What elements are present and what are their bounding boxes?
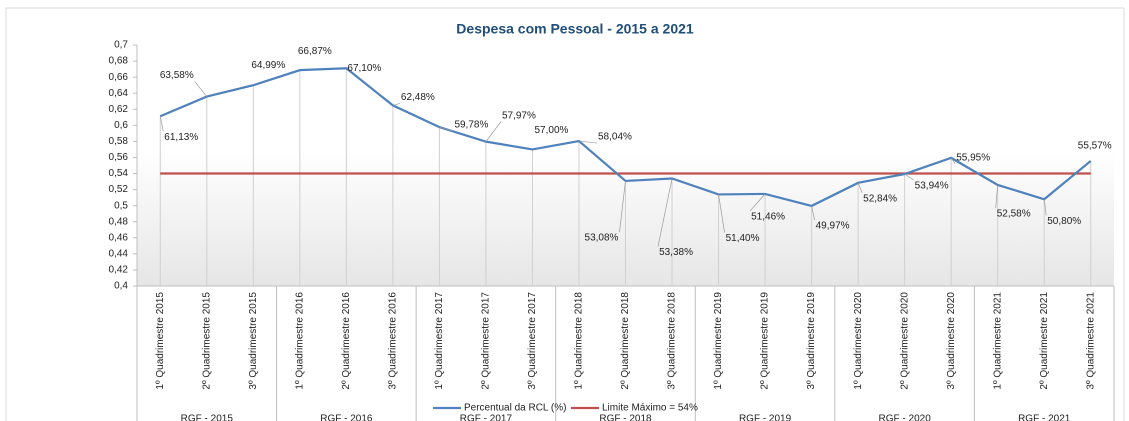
x-tick-label: 2º Quadrimestre 2019 xyxy=(760,292,771,390)
leader-line xyxy=(950,157,956,165)
x-tick-label: 2º Quadrimestre 2015 xyxy=(201,292,212,390)
data-label: 55,57% xyxy=(1078,141,1112,152)
y-tick-label: 0,62 xyxy=(109,104,129,115)
y-tick-label: 0,56 xyxy=(109,152,129,163)
y-tick-label: 0,54 xyxy=(109,168,129,179)
x-tick-label: 2º Quadrimestre 2020 xyxy=(899,292,910,390)
data-label: 52,58% xyxy=(997,209,1031,220)
data-label: 53,08% xyxy=(585,233,619,244)
leader-line xyxy=(749,193,766,212)
data-label: 50,80% xyxy=(1047,216,1081,227)
y-tick-label: 0,42 xyxy=(109,265,129,276)
x-tick-label: 3º Quadrimestre 2021 xyxy=(1085,292,1096,390)
data-label: 66,87% xyxy=(298,46,332,57)
y-tick-label: 0,68 xyxy=(109,56,129,67)
x-tick-label: 1º Quadrimestre 2020 xyxy=(853,292,864,390)
leader-line xyxy=(578,140,598,144)
data-label: 63,58% xyxy=(160,70,194,81)
group-label: RGF - 2021 xyxy=(1018,414,1071,421)
group-label: RGF - 2018 xyxy=(599,414,652,421)
leader-line xyxy=(811,205,815,220)
x-tick-label: 3º Quadrimestre 2019 xyxy=(806,292,817,390)
x-tick-label: 3º Quadrimestre 2015 xyxy=(248,292,259,390)
y-tick-label: 0,46 xyxy=(109,232,129,243)
y-tick-label: 0,4 xyxy=(114,281,128,292)
y-tick-label: 0,48 xyxy=(109,216,129,227)
data-label: 53,94% xyxy=(915,181,949,192)
chart-title: Despesa com Pessoal - 2015 a 2021 xyxy=(456,21,694,37)
data-label: 51,40% xyxy=(726,233,760,244)
data-label: 61,13% xyxy=(164,132,198,143)
leader-line xyxy=(718,194,725,233)
data-label: 57,00% xyxy=(534,125,568,136)
leader-line xyxy=(392,103,400,106)
leader-line xyxy=(657,178,673,247)
y-tick-label: 0,5 xyxy=(114,200,128,211)
y-tick-label: 0,66 xyxy=(109,72,129,83)
data-label: 51,46% xyxy=(751,212,785,223)
group-label: RGF - 2017 xyxy=(460,414,513,421)
x-tick-label: 3º Quadrimestre 2017 xyxy=(527,292,538,390)
group-label: RGF - 2016 xyxy=(320,414,373,421)
leader-line xyxy=(619,180,626,232)
y-tick-label: 0,44 xyxy=(109,249,129,260)
x-tick-label: 3º Quadrimestre 2016 xyxy=(388,292,399,390)
leader-line xyxy=(1043,199,1047,216)
leader-line xyxy=(194,81,208,97)
leader-line xyxy=(485,121,502,142)
leader-line xyxy=(904,173,914,181)
data-label: 64,99% xyxy=(251,60,285,71)
data-label: 52,84% xyxy=(863,193,897,204)
legend-label: Percentual da RCL (%) xyxy=(464,403,566,414)
leader-line xyxy=(857,182,863,193)
x-tick-label: 2º Quadrimestre 2018 xyxy=(620,292,631,390)
data-label: 62,48% xyxy=(401,92,435,103)
x-tick-label: 1º Quadrimestre 2015 xyxy=(155,292,166,390)
legend-label: Limite Máximo = 54% xyxy=(602,403,698,414)
data-label: 67,10% xyxy=(347,63,381,74)
x-tick-label: 2º Quadrimestre 2021 xyxy=(1039,292,1050,390)
leader-line xyxy=(995,184,999,208)
x-tick-label: 1º Quadrimestre 2019 xyxy=(713,292,724,390)
x-tick-label: 1º Quadrimestre 2018 xyxy=(574,292,585,390)
data-label: 58,04% xyxy=(598,132,632,143)
data-label: 59,78% xyxy=(454,120,488,131)
data-label: 55,95% xyxy=(956,153,990,164)
x-tick-label: 1º Quadrimestre 2016 xyxy=(294,292,305,390)
x-tick-label: 3º Quadrimestre 2020 xyxy=(946,292,957,390)
leader-line xyxy=(159,116,164,132)
data-label: 57,97% xyxy=(502,110,536,121)
x-tick-label: 2º Quadrimestre 2016 xyxy=(341,292,352,390)
y-tick-label: 0,7 xyxy=(114,40,128,51)
y-tick-label: 0,52 xyxy=(109,184,129,195)
group-label: RGF - 2020 xyxy=(879,414,932,421)
y-tick-label: 0,58 xyxy=(109,136,129,147)
x-tick-label: 1º Quadrimestre 2021 xyxy=(992,292,1003,390)
leader-line xyxy=(439,126,454,132)
group-label: RGF - 2015 xyxy=(181,414,234,421)
data-label: 49,97% xyxy=(816,221,850,232)
x-tick-label: 3º Quadrimestre 2018 xyxy=(667,292,678,390)
y-tick-label: 0,6 xyxy=(114,120,128,131)
x-tick-label: 1º Quadrimestre 2017 xyxy=(434,292,445,390)
group-label: RGF - 2019 xyxy=(739,414,792,421)
y-tick-label: 0,64 xyxy=(109,88,129,99)
x-tick-label: 2º Quadrimestre 2017 xyxy=(481,292,492,390)
data-label: 53,38% xyxy=(659,247,693,258)
